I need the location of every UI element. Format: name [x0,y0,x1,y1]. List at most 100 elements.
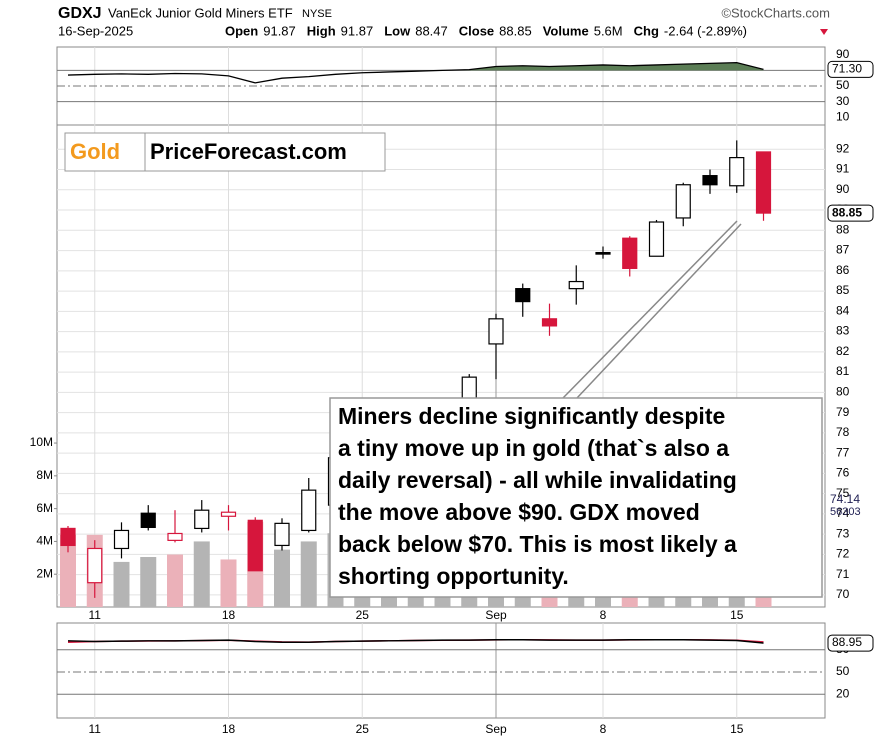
value-tag [827,634,874,652]
annotation-line: a tiny move up in gold (that`s also a [338,435,729,461]
candle-body [541,318,558,327]
y-tick-label: 74 [836,506,850,520]
y-tick-label: 91 [836,162,850,176]
stat-label: Volume [543,23,589,38]
y-tick-label: 10 [836,109,850,123]
header: GDXJ VanEck Junior Gold Miners ETF NYSE … [58,5,830,38]
last-value-label: 71.30 [832,62,862,76]
y-tick-label: 70 [836,587,850,601]
y2-tick-label: 6M [36,501,53,515]
y-tick-label: 85 [836,283,850,297]
annotation-box [329,397,823,598]
credit: ©StockCharts.com [721,5,830,20]
y-tick-label: 87 [836,243,850,257]
line-series [67,61,764,84]
exchange: NYSE [302,8,332,20]
y-tick-label: 88 [836,222,850,236]
overbought-fill [68,62,764,71]
candle-body [675,184,691,219]
date: 16-Sep-2025 [58,23,133,38]
y2-tick-label: 4M [36,534,53,548]
candle-body [301,489,317,532]
x-tick-label: Sep [485,608,507,622]
logo-site: PriceForecast.com [150,139,347,164]
down-arrow [820,29,828,35]
candle-body [60,527,76,547]
logo-gold-box [64,132,146,172]
y-tick-label: 75 [836,486,850,500]
candle-body [595,251,611,255]
y-tick-label: 86 [836,263,850,277]
candle-body [87,547,103,584]
x-tick-label: 25 [356,722,370,736]
y-tick-label: 72 [836,547,850,561]
candle-body [702,175,718,186]
stat-label: Low [384,23,411,38]
y-tick-label: 71 [836,567,850,581]
candle-body [113,529,130,550]
stat-value: 5.6M [594,23,623,38]
volume-bar [140,556,157,607]
y-tick-label: 79 [836,405,850,419]
logo: Gold PriceForecast.com [64,132,386,172]
x-tick-label: 11 [89,722,102,736]
y-tick-label: 82 [836,344,850,358]
x-tick-label: 15 [730,608,744,622]
candle-body [274,522,290,547]
candle-body [247,519,263,572]
y-tick-label: 73 [836,526,850,540]
logo-gold: Gold [70,139,120,164]
annotation-line: Miners decline significantly despite [338,403,725,429]
stat-value: -2.64 (-2.89%) [664,23,747,38]
stat-value: 88.47 [415,23,448,38]
annotation: Miners decline significantly despite a ti… [329,220,823,598]
x-tick-label: 18 [222,722,236,736]
candle-body [167,532,183,541]
x-tick-label: Sep [485,722,507,736]
x-tick-label: 18 [222,608,236,622]
x-tick-label: 8 [600,608,607,622]
stat-label: Open [225,23,258,38]
y-tick-label: 83 [836,324,850,338]
pointer-line [562,220,738,399]
y-tick-label: 77 [836,445,850,459]
y-tick-label: 90 [836,47,850,61]
x-tick-label: 25 [356,608,370,622]
volume-bar [60,534,76,607]
candle-body [755,151,772,214]
volume-bar [113,561,130,607]
y2-tick-label: 2M [36,566,53,580]
x-tick-label: 11 [89,608,102,622]
last-value-label: 88.95 [832,635,862,649]
symbol: GDXJ [58,5,102,22]
candle-body [622,237,638,269]
candle-body [194,509,210,530]
x-tick-label: 15 [730,722,744,736]
volume-bar [193,541,210,607]
y-tick-label: 84 [836,303,850,317]
candle-body [220,511,237,517]
y-tick-label: 50 [836,664,850,678]
annotation-line: back below $70. This is most likely a [338,531,737,557]
panel-frame [56,622,826,719]
y-tick-label: 80 [836,384,850,398]
pointer-line [576,223,742,399]
line-series [67,638,764,644]
ma-label: 74.14 [830,492,860,506]
stat-value: 91.87 [263,23,296,38]
y2-tick-label: 8M [36,468,53,482]
annotation-line: the move above $90. GDX moved [338,499,700,525]
candle-body [648,221,665,257]
y-tick-label: 92 [836,141,850,155]
y2-tick-label: 10M [30,435,53,449]
y-tick-label: 50 [836,78,850,92]
value-tag [827,60,874,78]
value-tag [827,204,874,222]
security-name: VanEck Junior Gold Miners ETF [108,5,293,20]
annotation-line: shorting opportunity. [338,563,569,589]
candle-body [568,280,584,290]
candle-body [515,288,531,303]
stat-label: Close [459,23,494,38]
y-tick-label: 20 [836,686,850,700]
